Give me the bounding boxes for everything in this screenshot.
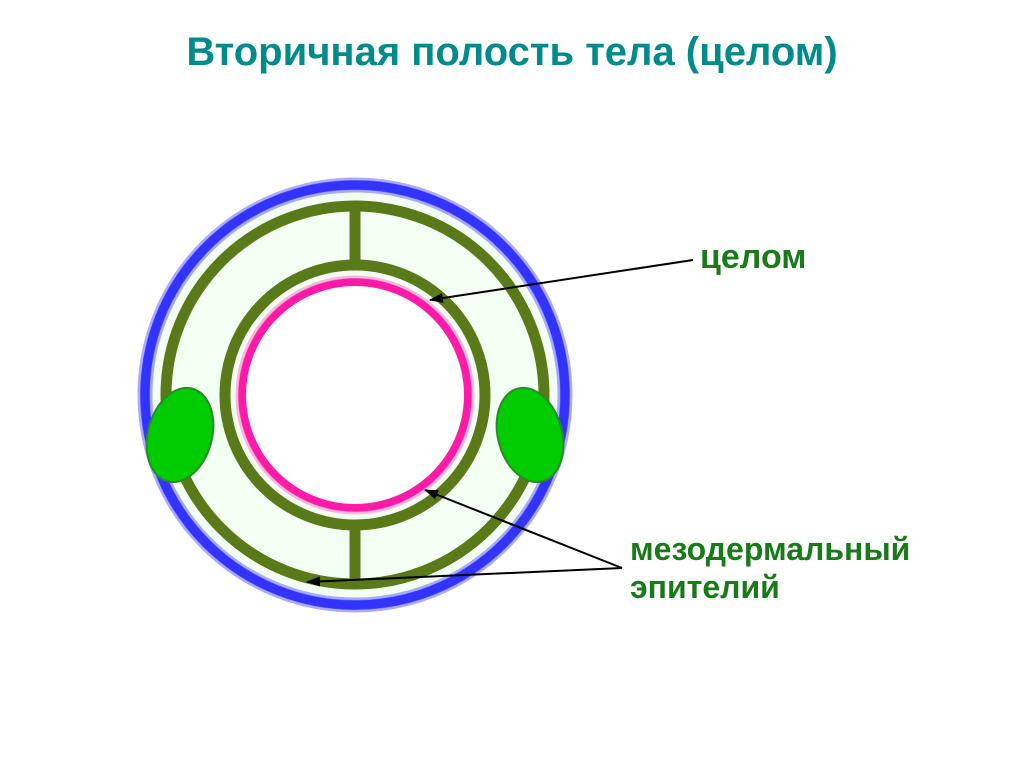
label-epithelium: мезодермальный эпителий: [630, 530, 910, 607]
label-epithelium-line1: мезодермальный: [630, 531, 910, 567]
label-coelom: целом: [700, 238, 806, 277]
diagram-svg: [0, 0, 1024, 767]
label-epithelium-line2: эпителий: [630, 569, 780, 605]
